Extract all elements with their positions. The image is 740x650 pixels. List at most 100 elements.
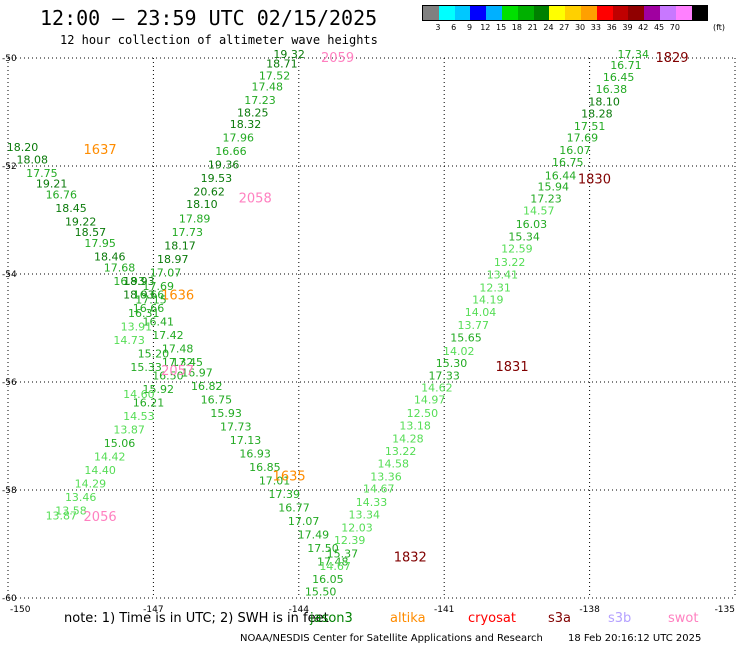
swh-value: 15.37	[327, 548, 359, 561]
swh-value: 16.75	[201, 394, 233, 407]
swh-value: 19.32	[273, 48, 305, 61]
y-tick-label: -56	[2, 378, 17, 388]
swh-value: 15.20	[138, 348, 170, 361]
swh-value: 17.50	[307, 542, 339, 555]
legend-swatch	[549, 6, 566, 20]
satellite-swot: swot	[668, 611, 699, 626]
swh-value: 14.40	[84, 464, 116, 477]
swh-value: 14.53	[123, 410, 155, 423]
swh-value: 17.49	[298, 529, 330, 542]
y-tick-label: -60	[2, 594, 17, 604]
track-time-label: 1830	[578, 173, 611, 188]
swh-value: 12.50	[407, 407, 439, 420]
swh-value: 13.18	[399, 420, 431, 433]
swh-value: 13.87	[46, 510, 78, 523]
legend-swatch	[470, 6, 487, 20]
swh-value: 17.96	[222, 132, 254, 145]
swh-value: 14.67	[319, 560, 351, 573]
swh-value: 13.77	[458, 319, 490, 332]
swh-value: 17.33	[428, 369, 460, 382]
legend-swatch	[533, 6, 550, 20]
swh-value: 13.34	[348, 509, 380, 522]
swh-value: 16.21	[133, 396, 165, 409]
swh-value: 16.38	[596, 83, 628, 96]
swh-value: 16.31	[128, 307, 160, 320]
swh-value: 16.44	[545, 170, 577, 183]
swh-value: 14.04	[465, 306, 497, 319]
swh-value: 16.66	[215, 145, 247, 158]
track-time-label: 1635	[273, 470, 306, 485]
swh-value: 17.13	[230, 434, 262, 447]
satellite-altika: altika	[390, 611, 426, 626]
swh-value: 17.42	[152, 329, 184, 342]
swh-value: 19.36	[208, 159, 240, 172]
swh-value: 17.32	[162, 356, 194, 369]
legend-label: 30	[574, 23, 586, 32]
swh-value: 16.75	[552, 156, 584, 169]
track-time-label: 1637	[84, 143, 117, 158]
footer-timestamp: 18 Feb 20:16:12 UTC 2025	[568, 633, 702, 644]
swh-value: 19.21	[36, 178, 68, 191]
legend-label: 27	[559, 23, 570, 32]
swh-value: 17.51	[574, 120, 606, 133]
swh-value: 13.22	[494, 256, 526, 269]
legend-swatch	[501, 6, 518, 20]
color-legend: 3 6 9 12 15 18 21 24 27 30 33 36 39 42 45 70 (ft)	[422, 5, 725, 32]
swh-value: 12.39	[334, 534, 366, 547]
swh-value: 14.67	[363, 483, 395, 496]
y-tick-label: -50	[2, 54, 17, 64]
swh-value: 14.58	[378, 457, 410, 470]
swh-value: 16.93	[113, 275, 145, 288]
swh-value: 18.20	[7, 141, 39, 154]
swh-value: 17.48	[252, 80, 284, 93]
swh-value: 12.59	[501, 242, 533, 255]
swh-value: 16.71	[610, 59, 642, 72]
legend-swatch	[596, 6, 613, 20]
page-title: 12:00 – 23:59 UTC 02/15/2025	[40, 6, 378, 30]
legend-label: 45	[653, 23, 665, 32]
swh-value: 17.73	[172, 226, 204, 239]
swh-value: 16.76	[46, 188, 78, 201]
swh-value: 18.28	[581, 107, 613, 120]
swh-value: 16.93	[239, 448, 271, 461]
legend-label: 3	[435, 23, 441, 32]
legend-labels: 3 6 9 12 15 18 21 24 27 30 33 36 39 42 45 70	[422, 23, 708, 32]
swh-value: 14.02	[443, 345, 475, 358]
page-subtitle: 12 hour collection of altimeter wave hei…	[60, 33, 378, 47]
swh-value: 14.62	[421, 382, 453, 395]
legend-label: 39	[622, 23, 633, 32]
legend-swatch	[644, 6, 660, 20]
y-tick-label: -54	[2, 270, 17, 280]
satellite-cryosat: cryosat	[468, 611, 516, 626]
swh-value: 16.85	[249, 461, 281, 474]
satellite-s3b: s3b	[608, 611, 632, 626]
swh-value: 16.97	[181, 367, 213, 380]
swh-value: 17.39	[269, 488, 301, 501]
legend-swatch	[691, 6, 708, 20]
track-time-label: 2058	[239, 191, 272, 206]
track-time-label: 1831	[496, 360, 529, 375]
track-time-label: 2057	[161, 364, 194, 379]
swh-value: 15.33	[130, 361, 162, 374]
swh-value: 18.71	[266, 58, 298, 71]
swh-value: 15.50	[305, 585, 337, 598]
swh-value: 12.31	[479, 281, 511, 294]
track-time-label: 1829	[655, 51, 688, 66]
swh-value: 17.34	[617, 48, 649, 61]
swh-value: 18.97	[157, 253, 189, 266]
satellite-jason3: jason3	[310, 611, 353, 626]
legend-label: 18	[511, 23, 522, 32]
swh-value: 16.77	[278, 502, 310, 515]
swh-value: 17.75	[26, 167, 58, 180]
swh-value: 18.93	[123, 288, 155, 301]
swh-value: 17.89	[179, 213, 211, 226]
swh-value: 19.22	[65, 215, 97, 228]
swh-value: 13.58	[55, 504, 87, 517]
swh-value: 14.42	[94, 450, 126, 463]
legend-label: 6	[451, 23, 457, 32]
swh-value: 17.01	[259, 475, 291, 488]
swh-value: 15.34	[508, 231, 540, 244]
swh-value: 14.73	[113, 334, 145, 347]
swh-value: 14.19	[472, 294, 504, 307]
swh-value: 19.53	[201, 172, 233, 185]
